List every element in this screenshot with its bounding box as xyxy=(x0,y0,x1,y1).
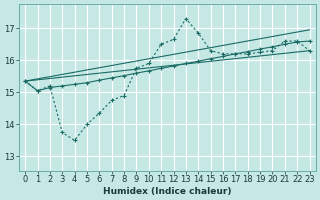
X-axis label: Humidex (Indice chaleur): Humidex (Indice chaleur) xyxy=(103,187,232,196)
